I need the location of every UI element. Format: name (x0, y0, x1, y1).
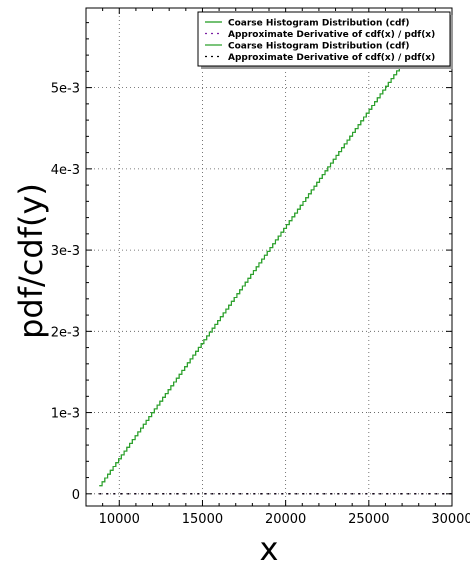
y-tick-label: 0 (72, 488, 80, 503)
series-line (99, 62, 452, 487)
legend-entry: Coarse Histogram Distribution (cdf) (228, 42, 409, 52)
y-tick-label: 5e-3 (51, 82, 80, 97)
x-tick-label: 15000 (182, 512, 223, 527)
y-axis-label: pdf/cdf(y) (12, 183, 50, 339)
x-tick-label: 20000 (265, 512, 306, 527)
y-tick-label: 1e-3 (51, 407, 80, 422)
series-layer (99, 62, 452, 495)
x-tick-label: 25000 (348, 512, 389, 527)
y-tick-label: 3e-3 (51, 244, 80, 259)
y-tick-label: 2e-3 (51, 325, 80, 340)
x-tick-label: 10000 (99, 512, 140, 527)
ticks: 10000 15000 20000 25000 30000 0 1e-3 2e-3 3e-3 4e… (51, 8, 470, 527)
x-tick-label: 30000 (431, 512, 470, 527)
legend-entry: Approximate Derivative of cdf(x) / pdf(x… (228, 53, 435, 63)
y-tick-label: 4e-3 (51, 163, 80, 178)
legend-entry: Approximate Derivative of cdf(x) / pdf(x… (228, 30, 435, 40)
x-axis-label: x (260, 530, 279, 568)
legend-entry: Coarse Histogram Distribution (cdf) (228, 19, 409, 29)
legend: Coarse Histogram Distribution (cdf)Appro… (197, 11, 453, 69)
grid (86, 8, 453, 506)
legend-box (197, 11, 451, 67)
series-line (99, 62, 452, 487)
